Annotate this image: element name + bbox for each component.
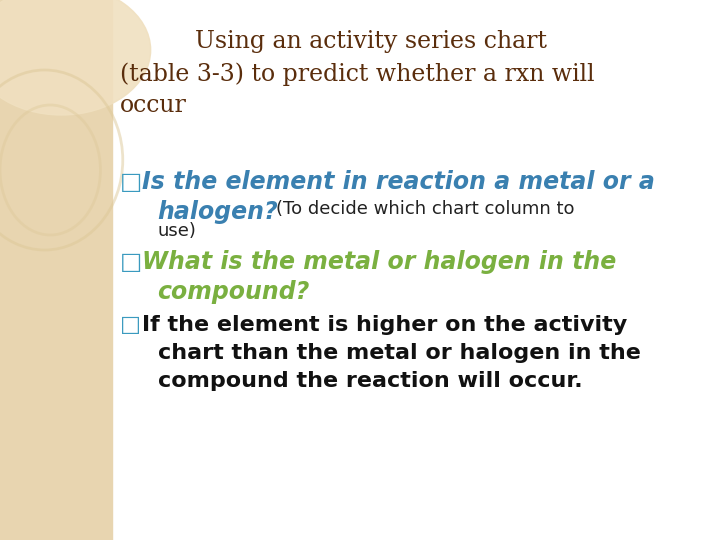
Text: □: □	[120, 315, 140, 335]
Text: occur: occur	[120, 94, 186, 117]
Text: compound?: compound?	[158, 280, 310, 304]
Text: (table 3-3) to predict whether a rxn will: (table 3-3) to predict whether a rxn wil…	[120, 62, 594, 85]
Text: chart than the metal or halogen in the: chart than the metal or halogen in the	[158, 343, 641, 363]
Text: Is the element in reaction a metal or a: Is the element in reaction a metal or a	[142, 170, 654, 194]
Text: compound the reaction will occur.: compound the reaction will occur.	[158, 371, 582, 391]
Ellipse shape	[0, 0, 150, 115]
Text: □: □	[120, 170, 142, 194]
Text: use): use)	[158, 222, 197, 240]
Text: Using an activity series chart: Using an activity series chart	[194, 30, 546, 53]
Text: □: □	[120, 250, 142, 274]
Text: What is the metal or halogen in the: What is the metal or halogen in the	[142, 250, 616, 274]
Text: (To decide which chart column to: (To decide which chart column to	[276, 200, 574, 218]
Bar	[0, 0, 112, 540]
Text: If the element is higher on the activity: If the element is higher on the activity	[142, 315, 627, 335]
Text: halogen?: halogen?	[158, 200, 279, 224]
